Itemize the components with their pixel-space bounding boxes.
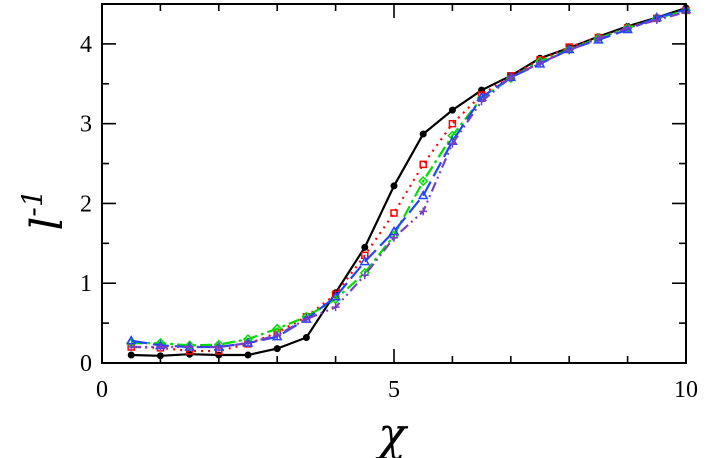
- series-4-point: [330, 291, 341, 301]
- series-1-point: [361, 243, 369, 251]
- series-1-point: [273, 345, 281, 353]
- series-5-point: [419, 207, 428, 216]
- y-tick-label: 4: [80, 32, 92, 58]
- series-5-point: [244, 339, 252, 348]
- series-1: [127, 4, 690, 360]
- series-1-point: [244, 351, 252, 359]
- series-5-point: [185, 343, 194, 352]
- series-1-point: [302, 333, 310, 341]
- y-tick-label: 3: [80, 112, 92, 138]
- y-axis-title-base: l: [22, 217, 73, 231]
- y-tick-label: 0: [80, 351, 92, 377]
- series-5-point: [623, 23, 632, 32]
- series-5: [127, 7, 690, 352]
- series-5-point: [652, 15, 661, 24]
- x-axis-title: χ: [375, 407, 409, 458]
- series-5-point: [390, 233, 398, 242]
- series-5-point: [448, 139, 457, 148]
- y-axis-title-exponent: -1: [16, 189, 49, 216]
- axes: 0 5 10 0 1 2 3 4: [80, 3, 698, 403]
- x-tick-label: 10: [674, 377, 698, 403]
- series-5-point: [127, 343, 136, 352]
- series-4-point: [417, 189, 429, 200]
- series-5-line: [131, 10, 687, 349]
- series-1-point: [448, 106, 456, 114]
- series-5-point: [273, 331, 282, 340]
- series-5-point: [302, 315, 311, 324]
- series-3-line: [131, 9, 687, 347]
- series-3-point: [418, 176, 429, 187]
- series-1-point: [419, 130, 427, 138]
- x-tick-label: 5: [388, 377, 400, 403]
- x-tick-label: 0: [96, 377, 108, 403]
- series-5-point: [331, 303, 340, 312]
- series-2: [127, 6, 690, 355]
- y-tick-label: 1: [80, 271, 92, 297]
- series-1-line: [131, 6, 687, 357]
- series-1-point: [390, 182, 398, 190]
- y-axis-title: l-1: [16, 189, 73, 230]
- series-2-point: [419, 160, 427, 169]
- series-5-point: [360, 271, 369, 280]
- series-1-point: [127, 351, 135, 359]
- series-4-point: [359, 256, 371, 266]
- series-2-line: [131, 9, 687, 353]
- series-5-point: [477, 97, 486, 106]
- series-5-point: [594, 34, 603, 43]
- series-5-point: [536, 59, 544, 68]
- series-5-point: [565, 46, 574, 55]
- series-5-point: [214, 343, 223, 352]
- series-4: [125, 4, 692, 351]
- series-4-line: [131, 8, 687, 349]
- series-5-point: [506, 73, 515, 82]
- plot-area: [125, 4, 692, 360]
- y-tick-label: 2: [80, 191, 92, 217]
- series-2-point: [448, 119, 457, 128]
- series-5-point: [156, 343, 165, 352]
- series-3: [126, 5, 692, 351]
- series-2-point: [390, 209, 398, 217]
